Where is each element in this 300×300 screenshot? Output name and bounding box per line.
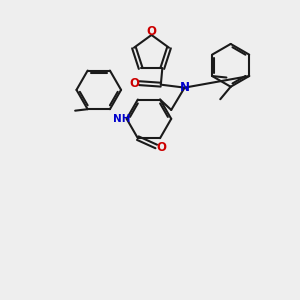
Text: NH: NH: [112, 114, 130, 124]
Text: N: N: [180, 81, 190, 94]
Text: O: O: [129, 77, 140, 90]
Text: O: O: [156, 142, 166, 154]
Text: O: O: [146, 25, 157, 38]
